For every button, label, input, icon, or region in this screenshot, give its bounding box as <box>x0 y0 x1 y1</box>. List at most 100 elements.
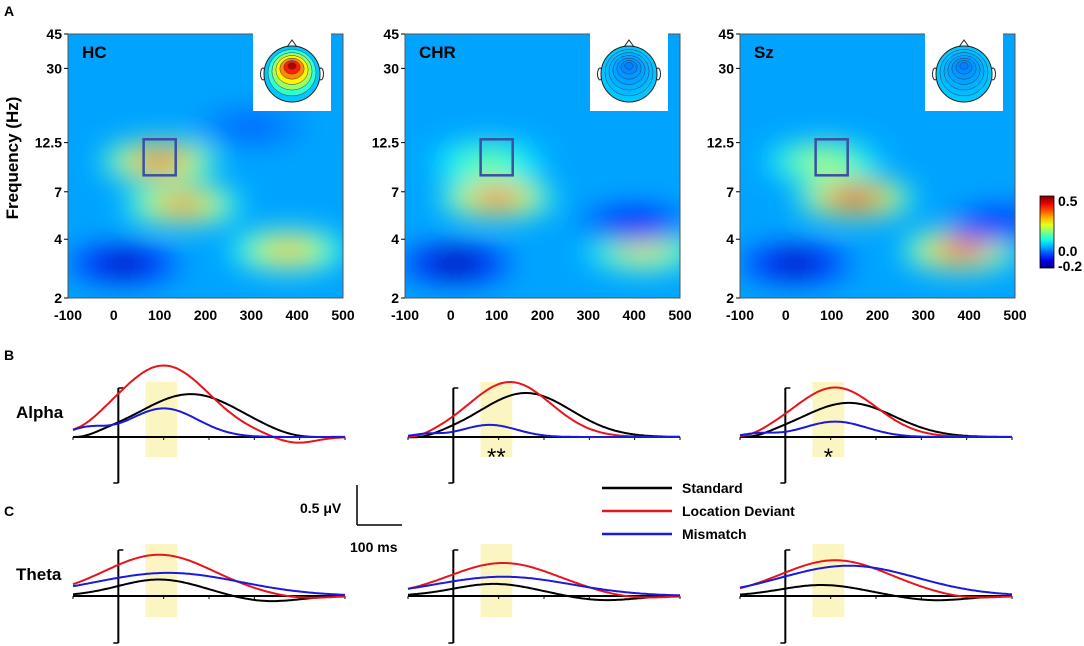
row-label-alpha: Alpha <box>16 403 64 422</box>
y-tick-label: 12.5 <box>35 135 62 151</box>
highlight-window <box>480 544 513 617</box>
y-tick-label: 2 <box>726 290 734 306</box>
y-tick-label: 4 <box>726 231 734 247</box>
group-label-sz: Sz <box>754 43 774 62</box>
heatmap-hc: HC 45 30 12.5 7 4 2-100 0 100 200 300 400 500 <box>35 26 355 323</box>
row-label-theta: Theta <box>16 565 62 584</box>
y-tick-label: 4 <box>391 231 399 247</box>
waveform-theta-chr <box>407 544 681 644</box>
topomap-head-outline <box>263 45 321 103</box>
series-standard <box>72 578 345 603</box>
heatmap-sz: Sz 45 30 12.5 7 4 2-100 0 100 200 300 400 500 <box>707 26 1027 323</box>
x-tick-label: -100 <box>391 307 419 323</box>
y-tick-label: 7 <box>391 184 399 200</box>
legend-label: Location Deviant <box>682 503 795 519</box>
heatmap-blob <box>479 190 515 206</box>
series-standard <box>407 582 681 602</box>
series-standard <box>739 584 1013 602</box>
x-tick-label: 300 <box>240 307 264 323</box>
y-tick-label: 2 <box>391 290 399 306</box>
highlight-window <box>480 382 513 457</box>
series-mismatch <box>407 423 680 438</box>
significance-marker: * <box>824 444 833 471</box>
x-tick-label: 400 <box>622 307 646 323</box>
y-tick-label: 30 <box>718 60 734 76</box>
heatmap-blob <box>233 119 269 135</box>
series-location-deviant <box>407 562 681 599</box>
x-tick-label: 200 <box>531 307 555 323</box>
y-tick-label: 45 <box>46 26 62 42</box>
colorbar: 0.5 0.0 -0.2 <box>1039 193 1082 274</box>
colorbar-zero-label: 0.0 <box>1058 243 1078 259</box>
topomap-hc <box>260 39 324 103</box>
x-tick-label: 0 <box>447 307 455 323</box>
heatmap-blob <box>983 216 1015 231</box>
series-standard <box>408 392 681 439</box>
panel-label-b: B <box>4 347 14 363</box>
heatmap-blob <box>470 154 505 169</box>
x-tick-label: 300 <box>912 307 936 323</box>
series-standard <box>73 393 345 438</box>
heatmap-frame <box>739 33 1016 299</box>
scale-bar: 0.5 μV 100 ms <box>300 485 402 555</box>
y-axis-label: Frequency (Hz) <box>3 97 22 220</box>
x-tick-label: 100 <box>148 307 172 323</box>
y-tick-label: 7 <box>54 184 62 200</box>
x-tick-label: 200 <box>866 307 890 323</box>
series-location-deviant <box>72 553 345 599</box>
scale-bar-time-label: 100 ms <box>350 539 398 555</box>
waveform-theta-sz <box>739 544 1013 644</box>
topomap-sz <box>932 39 996 103</box>
series-location-deviant <box>407 381 680 438</box>
heatmap-blob <box>777 256 813 271</box>
y-tick-label: 45 <box>718 26 734 42</box>
topomap-chr <box>597 39 661 103</box>
x-tick-label: 300 <box>577 307 601 323</box>
colorbar-gradient <box>1039 195 1055 269</box>
legend-label: Mismatch <box>682 526 747 542</box>
topomap-nose <box>623 39 635 48</box>
colorbar-max-label: 0.5 <box>1058 193 1078 209</box>
waveform-alpha-hc <box>72 364 346 484</box>
heatmap-blob <box>105 256 141 271</box>
topomap-contour <box>959 62 969 70</box>
y-tick-label: 45 <box>383 26 399 42</box>
y-tick-label: 30 <box>46 60 62 76</box>
alpha-window-box <box>814 138 849 177</box>
heatmap-frame <box>67 33 344 299</box>
heatmap-blob <box>837 190 873 206</box>
legend-label: Standard <box>682 480 743 496</box>
y-tick-label: 12.5 <box>372 135 399 151</box>
x-tick-label: 500 <box>331 307 355 323</box>
highlight-window <box>145 382 178 457</box>
x-tick-label: 500 <box>668 307 692 323</box>
x-tick-label: 200 <box>194 307 218 323</box>
x-tick-label: 400 <box>957 307 981 323</box>
heatmap-blob <box>142 154 178 169</box>
topomap-nose <box>286 39 298 48</box>
x-tick-label: -100 <box>726 307 754 323</box>
legend: Standard Location Deviant Mismatch <box>602 480 795 542</box>
alpha-window-box <box>142 138 177 177</box>
series-mismatch <box>72 407 345 438</box>
heatmap-blob <box>805 154 840 169</box>
x-tick-label: 0 <box>110 307 118 323</box>
topomap-head-outline <box>600 45 658 103</box>
topomap-contour <box>624 62 634 70</box>
heatmap-blob <box>625 243 661 258</box>
x-tick-label: 500 <box>1003 307 1027 323</box>
y-tick-label: 12.5 <box>707 135 734 151</box>
colorbar-min-label: -0.2 <box>1058 258 1082 274</box>
y-tick-label: 4 <box>54 231 62 247</box>
group-label-hc: HC <box>82 43 107 62</box>
topomap-head-outline <box>935 45 993 103</box>
x-tick-label: 100 <box>485 307 509 323</box>
x-tick-label: -100 <box>54 307 82 323</box>
heatmap-blob <box>270 243 306 258</box>
y-tick-label: 2 <box>54 290 62 306</box>
series-mismatch <box>739 420 1012 438</box>
highlight-window <box>812 544 845 617</box>
x-tick-label: 400 <box>285 307 309 323</box>
heatmap-blob <box>616 216 652 231</box>
